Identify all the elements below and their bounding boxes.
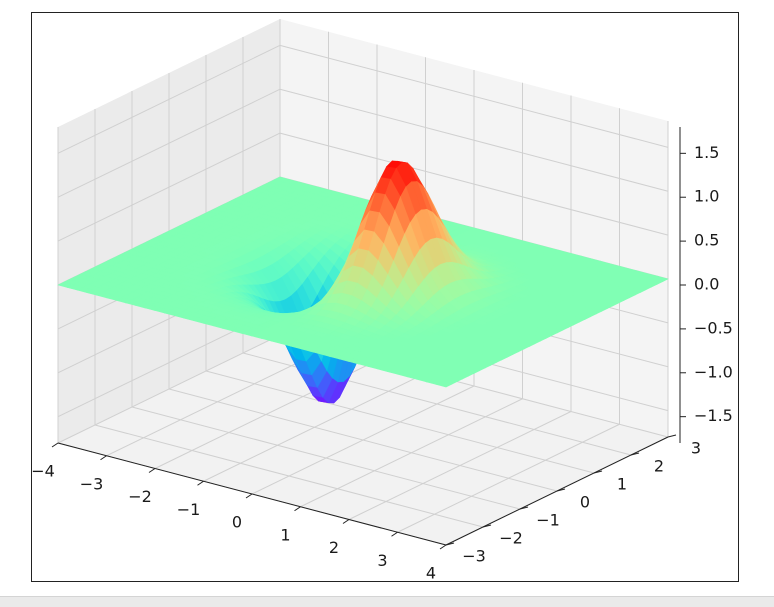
- x-tick-mark: [294, 506, 301, 512]
- z-tick-label: −0.5: [694, 318, 733, 337]
- grid-line: [57, 132, 281, 242]
- grid-line: [57, 88, 281, 198]
- grid-line: [94, 424, 484, 528]
- x-tick-label: −4: [31, 462, 55, 481]
- surface-mesh: [57, 160, 669, 404]
- grid-line: [205, 370, 595, 474]
- grid-line: [131, 406, 521, 510]
- y-tick-mark: [593, 470, 603, 474]
- z-tick-label: 1.5: [694, 143, 719, 162]
- y-tick-mark: [482, 524, 492, 528]
- grid-line: [279, 44, 669, 148]
- x-tick-label: 3: [377, 551, 387, 570]
- y-tick-label: −1: [536, 511, 560, 530]
- y-tick-label: 3: [691, 439, 701, 458]
- x-axis-ticks: −4 −3 −2 −1 0 1 2 3 4: [31, 442, 447, 583]
- z-tick-label: 0.5: [694, 231, 719, 250]
- y-axis-ticks: −3 −2 −1 0 1 2 3: [445, 434, 701, 566]
- y-tick-label: 2: [654, 457, 664, 476]
- y-tick-label: 0: [580, 493, 590, 512]
- z-tick-label: −1.5: [694, 406, 733, 425]
- y-tick-mark: [630, 452, 640, 456]
- x-tick-mark: [148, 468, 156, 473]
- x-tick-label: 1: [280, 525, 290, 544]
- x-tick-mark: [439, 544, 447, 550]
- grid-line: [168, 388, 558, 492]
- x-tick-mark: [100, 455, 107, 461]
- bottom-strip: [0, 596, 774, 607]
- x-tick-mark: [51, 442, 59, 448]
- x-tick-mark: [197, 480, 204, 486]
- x-tick-label: −3: [80, 474, 104, 493]
- z-tick-label: −1.0: [694, 362, 733, 381]
- x-tick-mark: [342, 519, 350, 524]
- y-tick-label: 1: [617, 475, 627, 494]
- x-tick-mark: [391, 531, 398, 537]
- grid-line: [279, 132, 669, 236]
- y-tick-mark: [445, 542, 455, 546]
- y-tick-mark: [667, 434, 677, 438]
- x-tick-label: −2: [128, 487, 152, 506]
- y-tick-mark: [519, 506, 529, 510]
- grid-line: [57, 44, 281, 154]
- y-tick-label: −2: [499, 529, 523, 548]
- surface-cell: [435, 381, 453, 388]
- x-tick-mark: [245, 493, 253, 499]
- axes-frame: [31, 12, 739, 582]
- x-tick-label: 4: [426, 564, 436, 583]
- z-tick-label: 1.0: [694, 187, 719, 206]
- z-tick-label: 0.0: [694, 275, 719, 294]
- y-tick-label: −3: [462, 547, 486, 566]
- x-tick-label: 0: [232, 513, 242, 532]
- z-axis-ticks: −1.5 −1.0 −0.5 0.0 0.5 1.0 1.5: [680, 143, 733, 425]
- x-tick-label: −1: [177, 500, 201, 519]
- grid-line: [279, 88, 669, 192]
- y-tick-mark: [556, 488, 566, 492]
- x-tick-label: 2: [329, 538, 339, 557]
